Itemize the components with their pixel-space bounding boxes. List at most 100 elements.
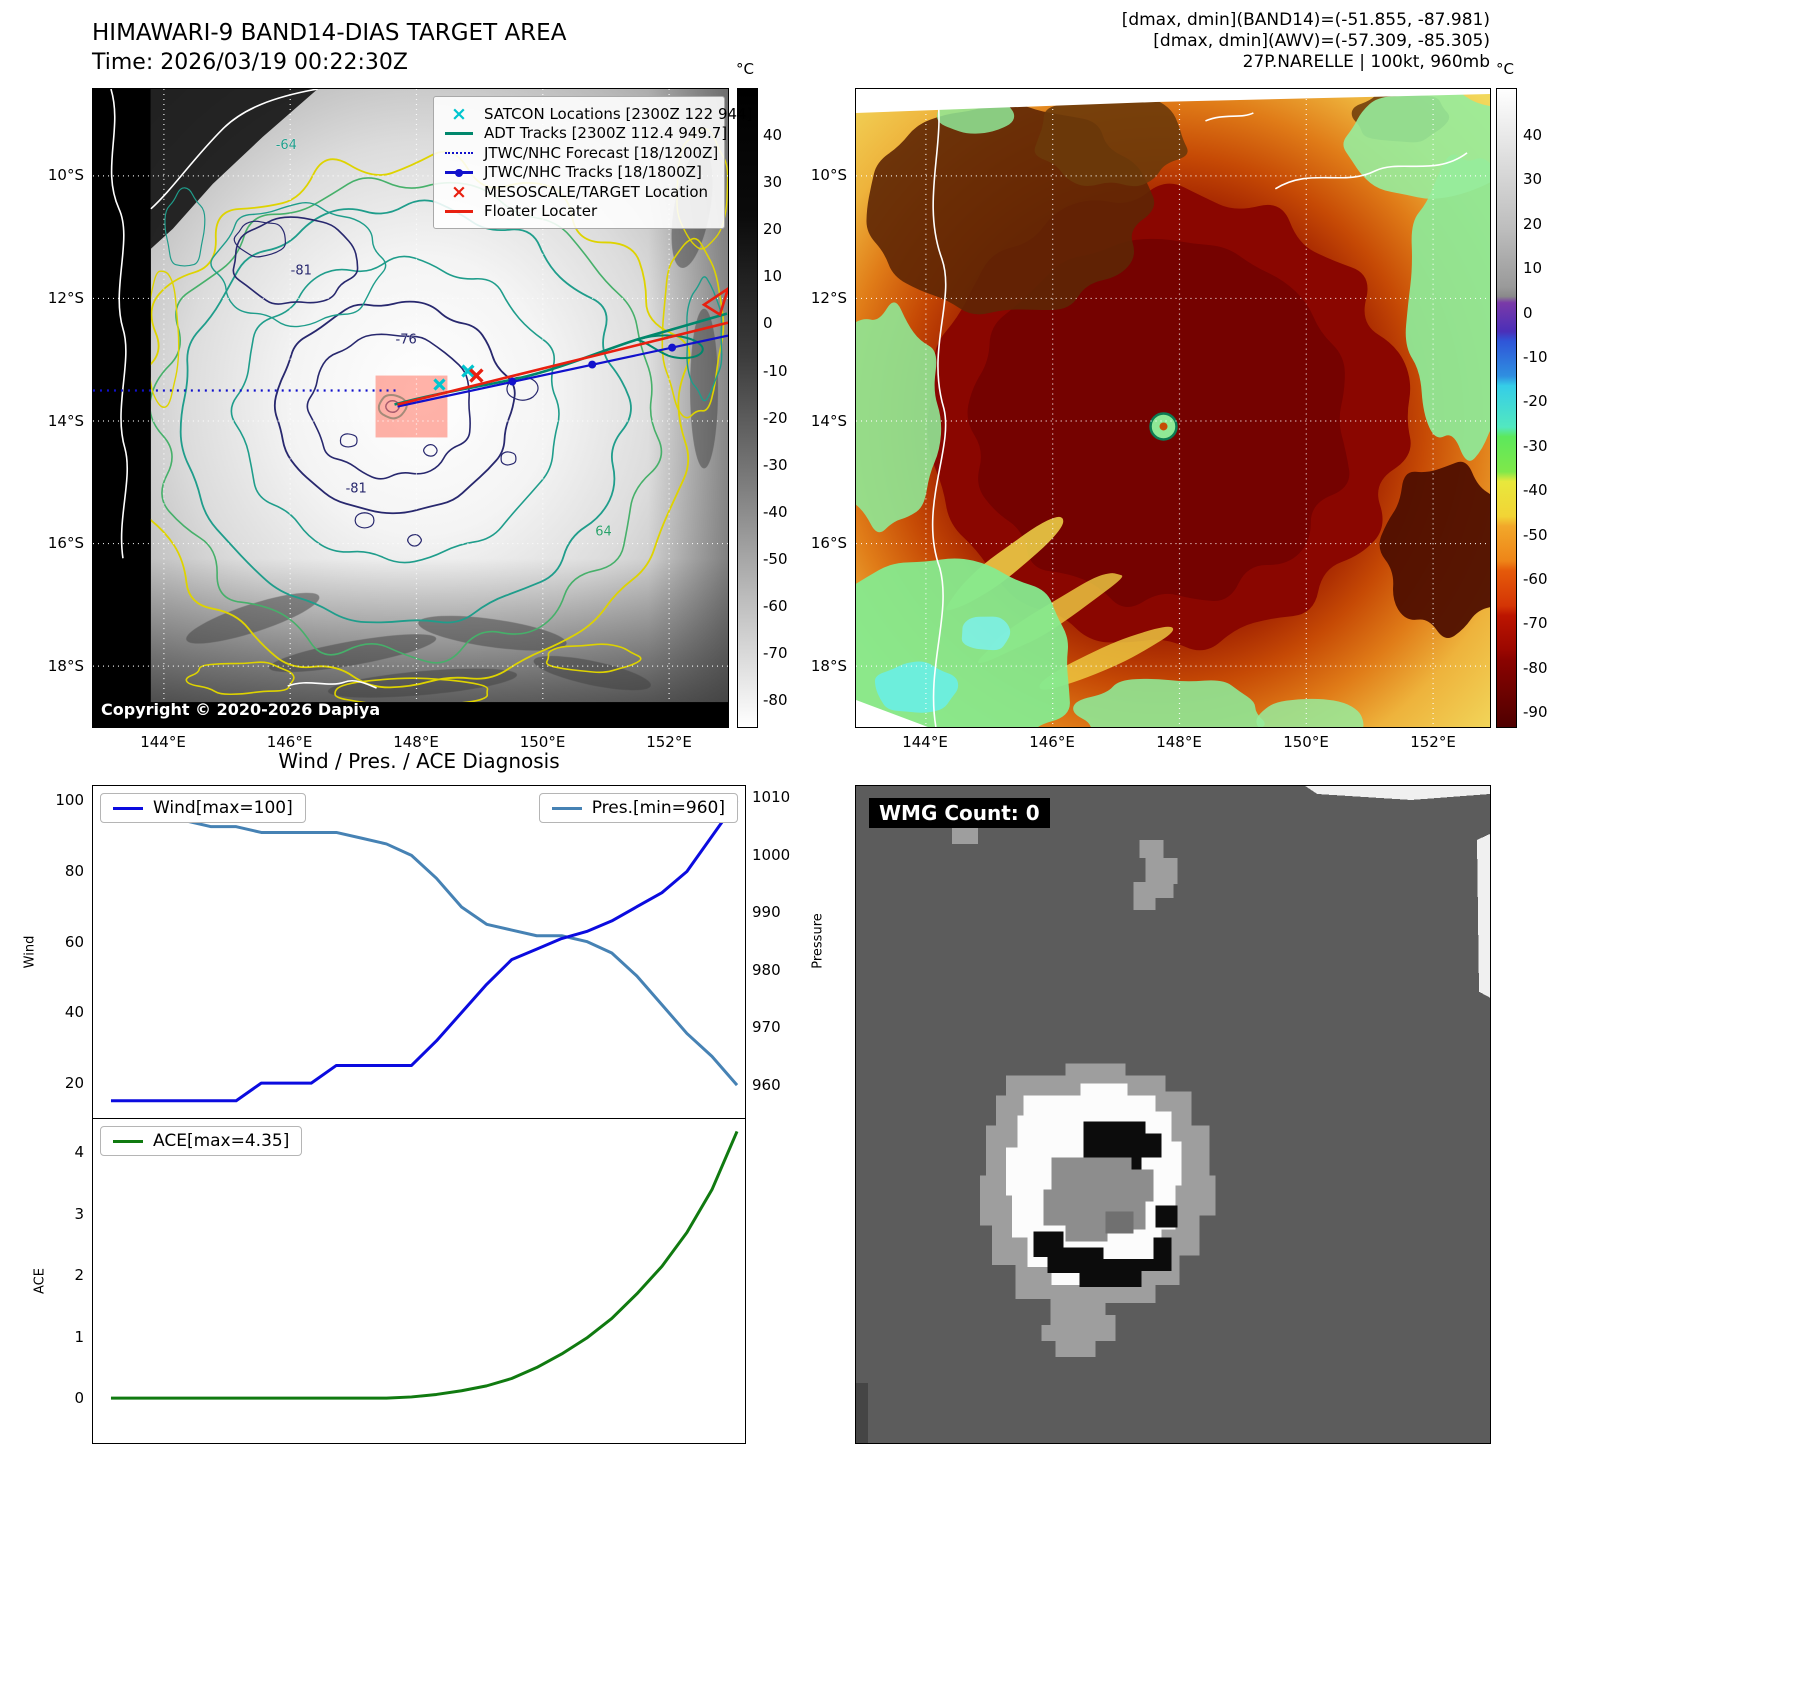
edge-sliver bbox=[1477, 833, 1490, 998]
axis-tick-label: 20 bbox=[1523, 214, 1543, 233]
axis-tick-label: 970 bbox=[752, 1018, 781, 1037]
axis-tick-label: 18°S bbox=[810, 657, 847, 675]
legend-item: × MESOSCALE/TARGET Location bbox=[442, 181, 716, 203]
contour-line bbox=[233, 220, 286, 258]
axis-tick-label: 152°E bbox=[1410, 733, 1456, 751]
contour-label: -64 bbox=[276, 138, 297, 153]
axis-tick-label: 30 bbox=[1523, 170, 1543, 189]
axis-tick-label: 146°E bbox=[1029, 733, 1075, 751]
color-ir-map-panel bbox=[855, 88, 1491, 728]
contour-line bbox=[230, 255, 560, 564]
pressure-legend-label: Pres.[min=960] bbox=[591, 798, 725, 818]
contour-label: -81 bbox=[291, 264, 312, 279]
axis-tick-label: -80 bbox=[763, 691, 788, 710]
axis-tick-label: 10 bbox=[1523, 259, 1543, 278]
coastline bbox=[110, 89, 377, 689]
legend-item: Floater Locater bbox=[442, 202, 716, 222]
legend-item-label: JTWC/NHC Forecast [18/1200Z] bbox=[484, 143, 719, 162]
axis-tick-label: 1010 bbox=[752, 788, 791, 806]
edge-sliver bbox=[1305, 786, 1490, 800]
floater-arrow-icon bbox=[701, 287, 728, 317]
axis-tick-label: 10 bbox=[763, 267, 783, 286]
wind-pressure-chart bbox=[92, 785, 746, 1119]
band14-panel-title: HIMAWARI-9 BAND14-DIAS TARGET AREA bbox=[92, 20, 567, 46]
wmg-count-badge: WMG Count: 0 bbox=[869, 798, 1050, 828]
ace-legend-swatch bbox=[113, 1139, 143, 1143]
ir-region bbox=[856, 302, 942, 533]
contour-line bbox=[179, 199, 632, 624]
band14-colorbar bbox=[737, 88, 758, 728]
axis-tick-label: -70 bbox=[1523, 614, 1548, 633]
jtwc-track-markers bbox=[508, 343, 677, 386]
axis-tick-label: -40 bbox=[763, 502, 788, 521]
axis-tick-label: 4 bbox=[74, 1143, 84, 1161]
x-marker-icon: × bbox=[451, 102, 467, 125]
axis-tick-label: 960 bbox=[752, 1076, 781, 1094]
legend-item-label: JTWC/NHC Tracks [18/1800Z] bbox=[484, 163, 702, 182]
contour-line bbox=[545, 643, 642, 674]
axis-tick-label: 0 bbox=[1523, 303, 1533, 322]
axis-tick-label: 2 bbox=[74, 1266, 84, 1284]
axis-tick-label: -60 bbox=[763, 597, 788, 615]
contour-line bbox=[210, 201, 387, 328]
contour-label: 64 bbox=[595, 524, 612, 539]
axis-tick-label: -10 bbox=[1523, 348, 1548, 366]
floater-locater-line bbox=[397, 321, 728, 406]
contour-label: -76 bbox=[396, 333, 417, 348]
line-marker-icon bbox=[442, 209, 476, 213]
map-edge-sliver bbox=[856, 89, 1490, 113]
mesoscale-target-box bbox=[375, 375, 448, 438]
axis-tick-label: -90 bbox=[1523, 703, 1548, 722]
axis-tick-label: -50 bbox=[763, 549, 788, 568]
satcon-x-markers bbox=[433, 364, 475, 391]
ace-series-line bbox=[110, 1130, 739, 1400]
axis-tick-label: -20 bbox=[763, 408, 788, 427]
legend-item-label: ADT Tracks [2300Z 112.4 949.7] bbox=[484, 124, 728, 143]
band14-colorbar-unit: °C bbox=[736, 60, 754, 78]
axis-tick-label: -60 bbox=[1523, 570, 1548, 588]
axis-tick-label: 80 bbox=[64, 861, 84, 880]
contour-line bbox=[686, 276, 723, 402]
pressure-legend-box: Pres.[min=960] bbox=[538, 793, 738, 823]
contour-label: -81 bbox=[346, 481, 367, 496]
wind-pressure-plot-area bbox=[110, 800, 739, 1103]
axis-tick-label: 12°S bbox=[810, 288, 847, 307]
pressure-series-line bbox=[110, 802, 739, 1087]
ir-region bbox=[961, 616, 1011, 651]
axis-tick-label: 14°S bbox=[47, 411, 84, 430]
axis-tick-label: 20 bbox=[64, 1074, 84, 1092]
storm-id-intensity: 27P.NARELLE | 100kt, 960mb bbox=[1242, 52, 1490, 72]
ir-region bbox=[1034, 89, 1188, 187]
contour-line bbox=[423, 444, 438, 457]
axis-tick-label: -10 bbox=[763, 361, 788, 380]
coastline bbox=[931, 89, 1468, 727]
axis-tick-label: -30 bbox=[763, 455, 788, 474]
ace-axis-label: ACE bbox=[32, 1268, 48, 1294]
axis-tick-label: 148°E bbox=[1156, 733, 1202, 751]
axis-tick-label: -70 bbox=[763, 644, 788, 663]
dmax-dmin-awv: [dmax, dmin](AWV)=(-57.309, -85.305) bbox=[1153, 31, 1490, 51]
legend-item: JTWC/NHC Tracks [18/1800Z] bbox=[442, 163, 716, 183]
latlon-grid bbox=[856, 89, 1490, 727]
ace-chart bbox=[92, 1118, 746, 1444]
axis-tick-label: -20 bbox=[1523, 392, 1548, 411]
dmax-dmin-band14: [dmax, dmin](BAND14)=(-51.855, -87.981) bbox=[1121, 10, 1490, 30]
legend-item-label: MESOSCALE/TARGET Location bbox=[484, 182, 709, 201]
wind-series-line bbox=[110, 800, 739, 1103]
wmg-mask-image bbox=[856, 786, 1490, 1443]
line-marker-icon bbox=[442, 131, 476, 135]
eye-center-dot bbox=[1159, 422, 1168, 431]
contour-line bbox=[306, 333, 471, 480]
axis-tick-label: 16°S bbox=[47, 534, 84, 553]
axis-tick-label: 0 bbox=[763, 314, 773, 333]
axis-tick-label: 20 bbox=[763, 220, 783, 239]
axis-tick-label: 1000 bbox=[752, 845, 791, 864]
copyright-text: Copyright © 2020-2026 Dapiya bbox=[101, 700, 381, 719]
awv-colorbar bbox=[1496, 88, 1517, 728]
axis-tick-label: 16°S bbox=[810, 534, 847, 553]
axis-tick-label: 150°E bbox=[1283, 733, 1329, 751]
contour-line bbox=[185, 661, 295, 696]
axis-tick-label: 144°E bbox=[902, 733, 948, 751]
axis-tick-label: -40 bbox=[1523, 481, 1548, 500]
